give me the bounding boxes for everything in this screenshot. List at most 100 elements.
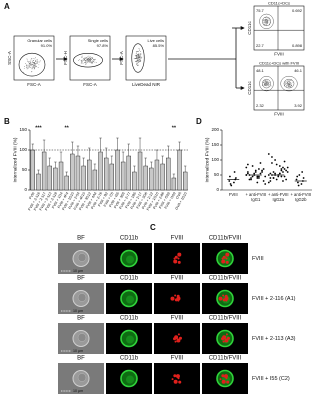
event-dot (287, 81, 289, 83)
data-point (280, 168, 283, 170)
event-dot (86, 58, 88, 59)
event-dot (84, 59, 85, 60)
y-tick-label: 0 (216, 187, 219, 192)
event-dot (87, 60, 89, 62)
data-point (274, 159, 276, 161)
event-dot (265, 19, 267, 20)
axis-label: CD11c (247, 81, 252, 95)
fviii-signal (224, 338, 229, 343)
event-dot (93, 58, 94, 60)
event-dot (29, 65, 31, 66)
event-dot (78, 60, 79, 61)
x-tick-label: IgG2b (295, 197, 307, 202)
event-dot (139, 55, 141, 57)
fviii-signal (225, 333, 228, 336)
channel-label: BF (77, 356, 85, 362)
significance: ** (172, 125, 177, 131)
event-dot (34, 58, 36, 60)
data-point (277, 175, 280, 178)
event-dot (85, 59, 87, 61)
data-point (264, 175, 267, 178)
event-dot (90, 57, 92, 59)
event-dot (265, 20, 267, 22)
event-dot (266, 83, 268, 85)
contour (262, 78, 271, 89)
bar (149, 167, 154, 191)
event-dot (266, 23, 268, 25)
event-dot (34, 66, 36, 68)
axis-label: FSC-A (27, 82, 41, 87)
event-dot (33, 64, 35, 66)
gate (131, 43, 145, 73)
event-dot (28, 62, 30, 64)
bar (154, 159, 160, 191)
event-dot (140, 51, 141, 52)
event-dot (267, 83, 268, 85)
data-point (261, 169, 263, 172)
fviii-signal (171, 378, 174, 381)
event-dot (80, 56, 82, 58)
event-dot (138, 55, 140, 57)
y-axis-label: Internalized FVIII (%) (204, 137, 210, 182)
channel-label: CD11b (120, 316, 139, 322)
event-dot (263, 83, 265, 85)
event-dot (24, 66, 25, 67)
y-axis-label: Internalized FVIII (%) (12, 137, 18, 182)
event-dot (80, 62, 82, 64)
event-dot (81, 55, 83, 57)
event-dot (141, 56, 143, 58)
data-point (295, 178, 298, 181)
event-dot (135, 61, 136, 62)
fviii-signal (225, 257, 228, 260)
event-dot (92, 62, 93, 64)
data-point (256, 177, 259, 179)
event-dot (265, 82, 267, 84)
y-tick-label: 100 (19, 147, 27, 152)
data-point (250, 177, 252, 179)
event-dot (288, 80, 290, 82)
event-dot (136, 60, 137, 62)
data-point (298, 174, 301, 176)
event-dot (264, 23, 266, 25)
event-dot (83, 58, 85, 59)
event-dot (263, 24, 265, 25)
contour (283, 78, 295, 89)
event-dot (38, 64, 40, 66)
event-dot (35, 63, 36, 64)
data-point (248, 178, 251, 181)
data-point (271, 162, 273, 164)
event-dot (37, 67, 39, 68)
event-dot (140, 53, 142, 55)
event-dot (35, 60, 37, 61)
event-dot (266, 20, 267, 22)
event-dot (264, 22, 266, 23)
fviii-signal (176, 338, 181, 343)
event-dot (85, 60, 86, 62)
channel-label: BF (77, 316, 85, 322)
bar (41, 151, 47, 191)
event-dot (25, 63, 26, 64)
event-dot (31, 65, 33, 67)
event-dot (23, 68, 25, 69)
channel-label: CD11b (120, 356, 139, 362)
event-dot (93, 61, 94, 62)
event-dot (138, 61, 140, 63)
data-point (282, 166, 284, 169)
event-dot (137, 60, 138, 61)
y-tick-label: 200 (211, 127, 219, 132)
event-dot (265, 23, 267, 25)
event-dot (92, 57, 94, 58)
event-dot (136, 57, 138, 58)
x-tick-label: + anti-FVIII (245, 192, 266, 197)
fviii-signal (223, 374, 228, 379)
event-dot (30, 60, 31, 62)
channel-label: CD11b/FVIII (209, 356, 242, 362)
data-point (235, 177, 237, 179)
event-dot (286, 85, 287, 86)
event-dot (136, 55, 138, 57)
panel-letter: B (4, 117, 10, 126)
data-point (283, 168, 286, 170)
event-dot (92, 60, 94, 62)
bar (70, 153, 75, 191)
fviii-signal (226, 336, 230, 340)
